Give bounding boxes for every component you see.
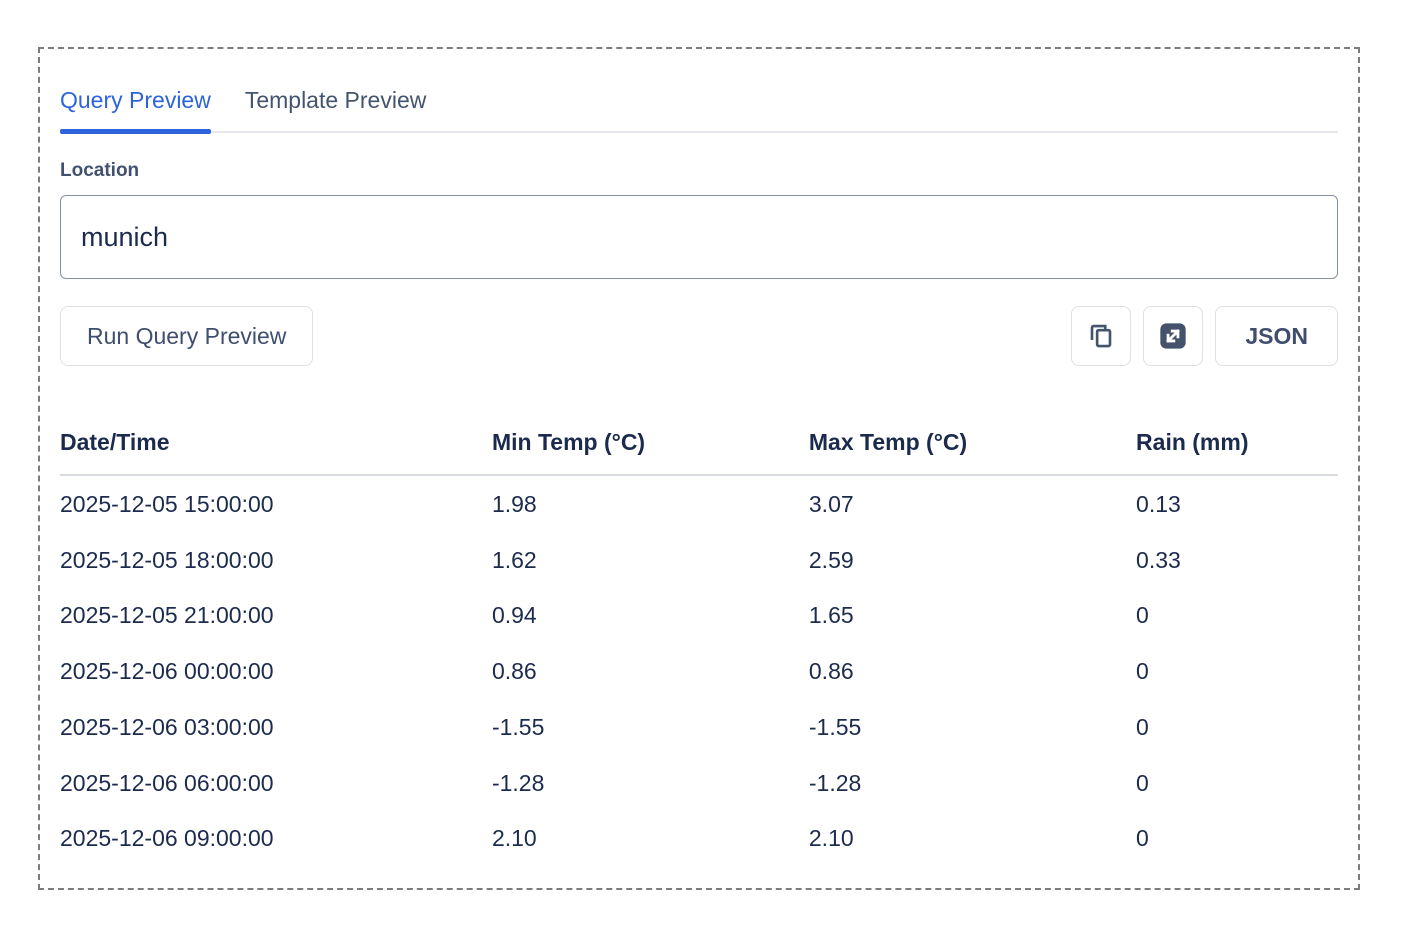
- json-button[interactable]: JSON: [1215, 306, 1338, 367]
- table-cell: 2025-12-05 21:00:00: [60, 602, 274, 629]
- table-row: 2025-12-06 06:00:00 -1.28 -1.28 0: [60, 755, 1338, 811]
- table-cell: 2025-12-06 06:00:00: [60, 769, 274, 796]
- column-header: Min Temp (°C): [491, 429, 809, 476]
- table-cell: 2025-12-06 09:00:00: [60, 825, 274, 852]
- table-cell: 2025-12-05 15:00:00: [60, 490, 274, 517]
- table-cell: 2025-12-06 03:00:00: [60, 713, 274, 740]
- table-body: 2025-12-05 15:00:00 1.98 3.07 0.13 2025-12-0…: [60, 475, 1338, 866]
- table-row: 2025-12-06 09:00:00 2.10 2.10 0: [60, 810, 1338, 866]
- tab-template-preview[interactable]: Template Preview: [244, 87, 427, 113]
- table-cell: 1.65: [808, 602, 854, 629]
- table-cell: 0.33: [1136, 546, 1181, 573]
- query-results-table: Date/Time Min Temp (°C) Max Temp (°C) Rain …: [60, 429, 1338, 866]
- query-preview-panel: Query Preview Template Preview Location …: [38, 47, 1360, 890]
- tab-bar: Query Preview Template Preview: [60, 87, 1338, 134]
- table-cell: 2025-12-05 18:00:00: [60, 546, 274, 573]
- table-row: 2025-12-05 18:00:00 1.62 2.59 0.33: [60, 532, 1338, 588]
- table-row: 2025-12-05 21:00:00 0.94 1.65 0: [60, 587, 1338, 643]
- table-cell: 2.59: [808, 546, 854, 573]
- table-header-row: Date/Time Min Temp (°C) Max Temp (°C) Rain …: [60, 429, 1338, 476]
- table-cell: 1.62: [491, 546, 537, 573]
- table-cell: 0: [1136, 658, 1149, 685]
- table-cell: -1.28: [491, 769, 545, 796]
- run-query-preview-button[interactable]: Run Query Preview: [60, 306, 314, 367]
- copy-button[interactable]: [1071, 306, 1132, 367]
- location-label: Location: [60, 159, 140, 181]
- column-header: Date/Time: [60, 429, 492, 476]
- table-cell: -1.55: [808, 713, 862, 740]
- tab-query-preview[interactable]: Query Preview: [60, 87, 211, 134]
- table-cell: 0: [1136, 602, 1149, 629]
- table-cell: 0.94: [491, 602, 537, 629]
- column-header: Max Temp (°C): [808, 429, 1137, 476]
- column-header: Rain (mm): [1136, 429, 1338, 476]
- expand-icon: [1160, 323, 1187, 350]
- table-cell: 0: [1136, 769, 1149, 796]
- table-row: 2025-12-05 15:00:00 1.98 3.07 0.13: [60, 475, 1338, 532]
- table-cell: -1.28: [808, 769, 862, 796]
- expand-button[interactable]: [1143, 306, 1204, 367]
- location-input[interactable]: [60, 195, 1338, 280]
- table-cell: 1.98: [491, 490, 537, 517]
- table-cell: 0.13: [1136, 490, 1181, 517]
- copy-icon: [1091, 325, 1112, 348]
- table-cell: 0.86: [491, 658, 537, 685]
- table-cell: 2025-12-06 00:00:00: [60, 658, 274, 685]
- table-cell: 0: [1136, 825, 1149, 852]
- table-cell: 2.10: [491, 825, 537, 852]
- toolbar-right-group: JSON: [1071, 306, 1338, 367]
- table-cell: 0: [1136, 713, 1149, 740]
- table-cell: 3.07: [808, 490, 854, 517]
- table-cell: 2.10: [808, 825, 854, 852]
- table-row: 2025-12-06 03:00:00 -1.55 -1.55 0: [60, 699, 1338, 755]
- table-cell: -1.55: [491, 713, 545, 740]
- location-field: Location: [60, 160, 1338, 280]
- actions-row: Run Query Preview JSON: [60, 306, 1338, 367]
- table-row: 2025-12-06 00:00:00 0.86 0.86 0: [60, 643, 1338, 699]
- table-cell: 0.86: [808, 658, 854, 685]
